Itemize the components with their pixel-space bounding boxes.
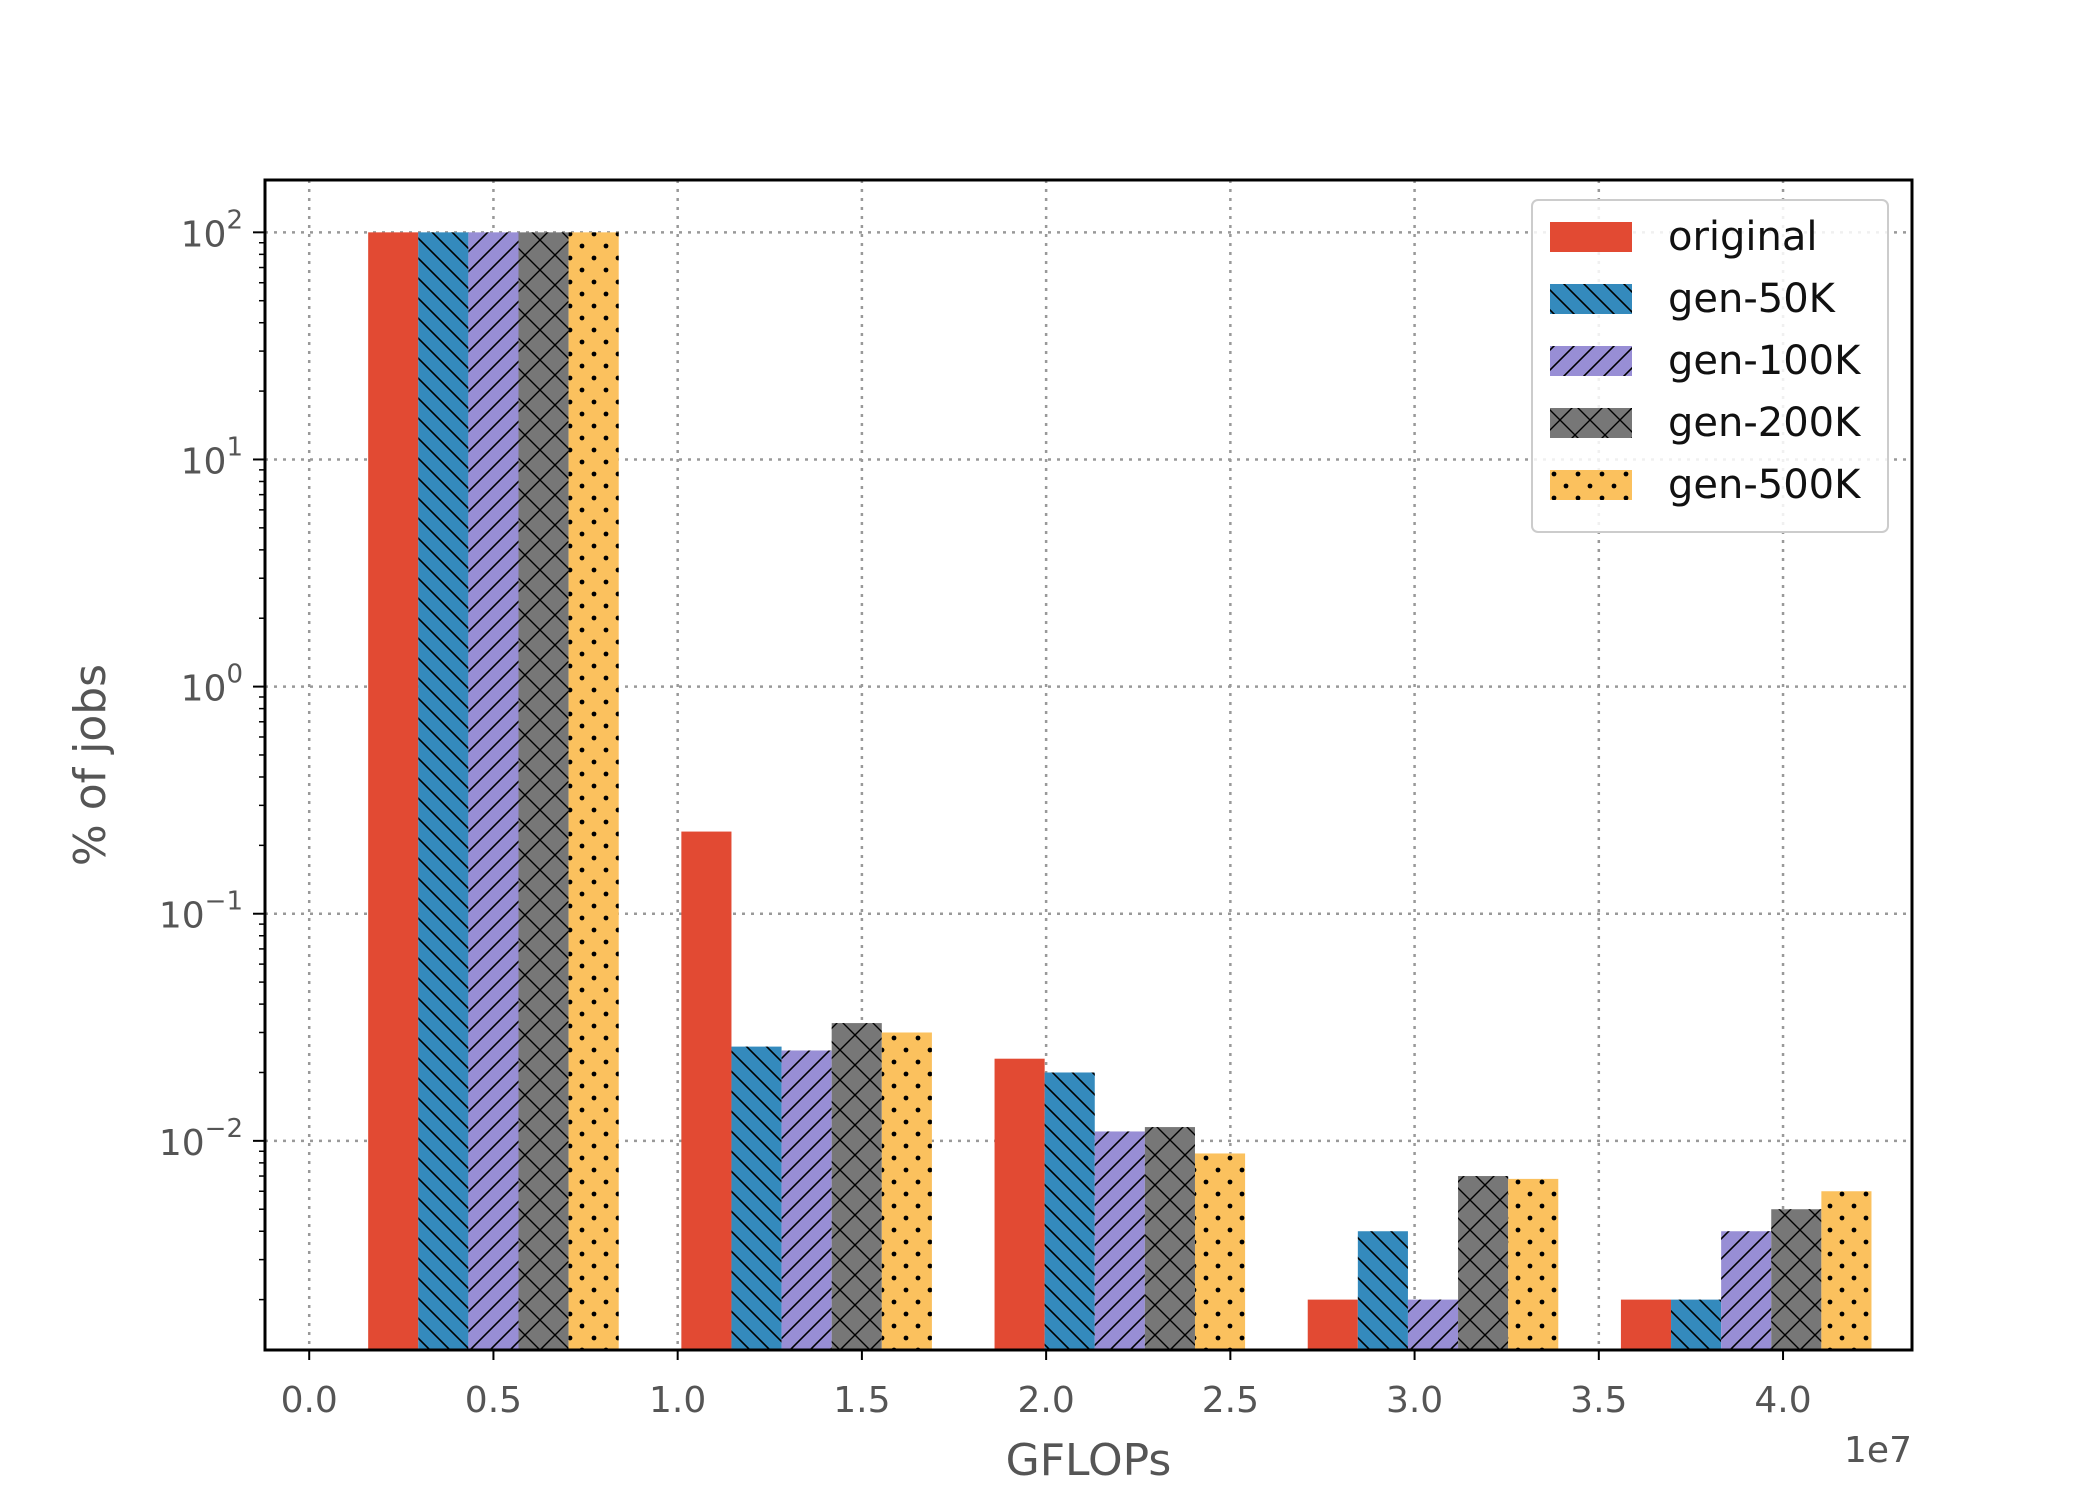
x-axis-offset-label: 1e7	[1844, 1430, 1912, 1471]
bar-gen-100K	[468, 232, 519, 1350]
y-tick-base: 10	[159, 1123, 205, 1164]
legend-item: gen-100K	[1550, 338, 1862, 384]
legend-item: gen-200K	[1550, 400, 1862, 446]
x-tick-label: 1.5	[833, 1380, 890, 1421]
legend-box	[1531, 199, 1889, 533]
bar-gen-200K	[1771, 1209, 1822, 1350]
y-tick-base: 10	[181, 669, 227, 710]
bar-original	[368, 232, 419, 1350]
legend-label: gen-200K	[1668, 400, 1862, 446]
legend-swatch	[1550, 346, 1632, 376]
legend-swatch	[1550, 470, 1632, 500]
bar-gen-500K	[1508, 1178, 1559, 1350]
x-tick-label: 2.5	[1202, 1380, 1259, 1421]
x-axis-title: GFLOPs	[1006, 1435, 1172, 1486]
y-tick-label: 102	[181, 205, 243, 255]
y-tick-exponent: −1	[205, 887, 243, 917]
x-tick-label: 2.0	[1017, 1380, 1074, 1421]
legend-swatch	[1550, 222, 1632, 252]
legend-item: gen-500K	[1550, 462, 1862, 508]
legend-item: original	[1550, 214, 1818, 260]
bar-gen-500K	[568, 232, 619, 1350]
y-tick-base: 10	[159, 896, 205, 937]
plot-frame	[263, 178, 1914, 1352]
bar-original	[1307, 1299, 1358, 1350]
bar-gen-500K	[881, 1032, 932, 1350]
y-tick-base: 10	[181, 214, 227, 255]
x-tick-label: 0.0	[281, 1380, 338, 1421]
legend-swatch	[1550, 408, 1632, 438]
bar-gen-500K	[1821, 1191, 1872, 1350]
bar-gen-100K	[1094, 1131, 1145, 1350]
x-tick-label: 3.5	[1570, 1380, 1627, 1421]
y-tick-exponent: 0	[226, 660, 243, 690]
bar-gen-50K	[1044, 1072, 1095, 1350]
y-tick-label: 100	[181, 660, 243, 710]
x-tick-label: 3.0	[1386, 1380, 1443, 1421]
bar-original	[994, 1058, 1045, 1350]
x-tick-label: 1.0	[649, 1380, 706, 1421]
bar-gen-100K	[781, 1050, 832, 1350]
bar-original	[681, 831, 732, 1350]
bar-gen-200K	[1144, 1127, 1195, 1350]
bar-gen-200K	[518, 232, 569, 1350]
bar-gen-200K	[831, 1023, 882, 1350]
bar-gen-50K	[731, 1046, 782, 1350]
legend-swatch	[1550, 284, 1632, 314]
bar-gen-50K	[1671, 1299, 1722, 1350]
y-tick-label: 10−1	[159, 887, 243, 937]
bar-gen-200K	[1458, 1176, 1509, 1350]
y-tick-label: 101	[181, 432, 243, 482]
bars	[368, 232, 1872, 1350]
y-tick-base: 10	[181, 441, 227, 482]
bar-gen-100K	[1721, 1231, 1772, 1350]
legend-label: gen-500K	[1668, 462, 1862, 508]
y-tick-label: 10−2	[159, 1114, 243, 1164]
bar-gen-50K	[418, 232, 469, 1350]
bar-original	[1620, 1299, 1672, 1350]
legend-item: gen-50K	[1550, 276, 1837, 322]
legend-label: original	[1668, 214, 1818, 260]
axis-ticks: 0.0 0.5 1.0 1.5 2.0 2.5 3.0 3.5 4.010210110010−1…	[159, 205, 1812, 1421]
legend: original gen-50K gen-100K gen-200K gen-500K	[1531, 199, 1889, 533]
y-tick-exponent: 2	[226, 205, 243, 235]
x-tick-label: 0.5	[465, 1380, 522, 1421]
y-tick-exponent: 1	[226, 432, 243, 462]
y-axis-title: % of jobs	[65, 664, 116, 866]
legend-label: gen-50K	[1668, 276, 1837, 322]
legend-label: gen-100K	[1668, 338, 1862, 384]
bar-gen-100K	[1407, 1299, 1459, 1350]
bar-gen-50K	[1357, 1231, 1408, 1350]
y-tick-exponent: −2	[205, 1114, 243, 1144]
x-tick-label: 4.0	[1754, 1380, 1811, 1421]
bar-gen-500K	[1194, 1153, 1246, 1350]
